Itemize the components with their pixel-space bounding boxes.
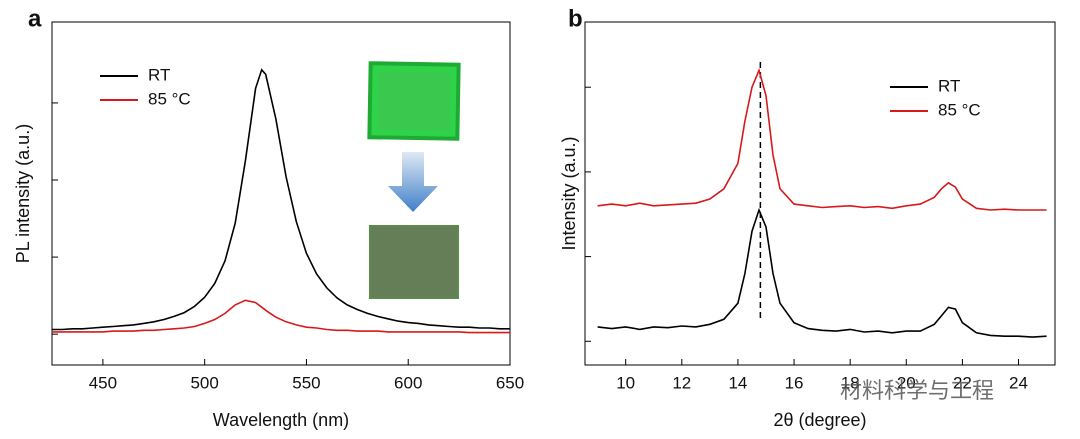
x-tick-label: 20 bbox=[897, 373, 916, 392]
x-tick-label: 18 bbox=[841, 373, 860, 392]
x-axis-title: 2θ (degree) bbox=[773, 410, 866, 430]
panel-label: a bbox=[28, 5, 42, 32]
watermark: 材料科学与工程 bbox=[840, 378, 994, 403]
legend-label: 85 °C bbox=[938, 100, 981, 119]
y-axis-title: PL intensity (a.u.) bbox=[13, 124, 33, 263]
plot-frame bbox=[584, 21, 1056, 366]
x-tick-label: 24 bbox=[1009, 373, 1028, 392]
series-line bbox=[52, 68, 510, 331]
panel-label: b bbox=[568, 5, 583, 32]
x-tick-label: 14 bbox=[728, 373, 747, 392]
film-green-inner bbox=[378, 72, 450, 130]
legend-label: RT bbox=[148, 65, 170, 84]
x-tick-label: 550 bbox=[292, 373, 320, 392]
plot-frame bbox=[51, 21, 511, 366]
x-tick-label: 22 bbox=[953, 373, 972, 392]
arrow bbox=[388, 152, 438, 212]
x-tick-label: 16 bbox=[785, 373, 804, 392]
series-line bbox=[52, 299, 510, 334]
legend-label: RT bbox=[938, 76, 960, 95]
x-tick-label: 450 bbox=[89, 373, 117, 392]
film-dark bbox=[369, 225, 459, 299]
legend-label: 85 °C bbox=[148, 89, 191, 108]
x-tick-label: 600 bbox=[394, 373, 422, 392]
x-tick-label: 10 bbox=[616, 373, 635, 392]
x-axis-title: Wavelength (nm) bbox=[213, 410, 349, 430]
x-tick-label: 12 bbox=[672, 373, 691, 392]
x-tick-label: 500 bbox=[190, 373, 218, 392]
inset-images bbox=[367, 61, 461, 299]
x-tick-label: 650 bbox=[496, 373, 524, 392]
series-line bbox=[597, 67, 1047, 211]
series-line bbox=[597, 207, 1047, 338]
y-axis-title: Intensity (a.u.) bbox=[559, 136, 579, 250]
